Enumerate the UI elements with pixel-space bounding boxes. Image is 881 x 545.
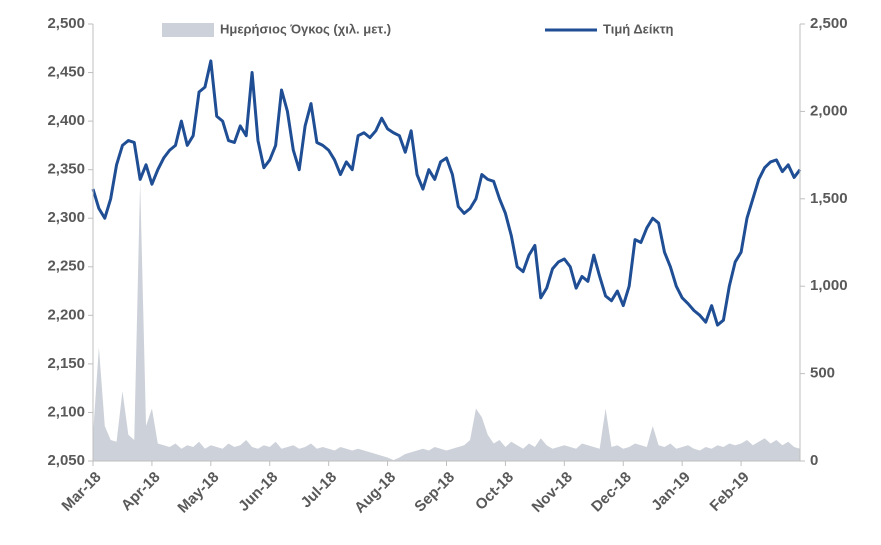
- y2-tick-label: 0: [810, 452, 818, 469]
- x-tick-label: Apr-18: [118, 469, 164, 515]
- x-tick-label: Aug-18: [351, 469, 399, 517]
- y2-tick-label: 2,000: [810, 102, 848, 119]
- x-tick-label: Oct-18: [472, 469, 517, 514]
- y-tick-label: 2,350: [47, 161, 85, 178]
- y2-tick-label: 500: [810, 365, 835, 382]
- y-tick-label: 2,400: [47, 112, 85, 129]
- y-tick-label: 2,150: [47, 355, 85, 372]
- y-tick-label: 2,450: [47, 64, 85, 81]
- y2-tick-label: 1,000: [810, 277, 848, 294]
- y-tick-label: 2,200: [47, 306, 85, 323]
- volume-area: [93, 181, 800, 461]
- index-line: [91, 59, 802, 327]
- legend-label: Ημερήσιος Όγκος (χιλ. μετ.): [220, 21, 391, 36]
- y-tick-label: 2,500: [47, 15, 85, 32]
- y2-tick-label: 1,500: [810, 190, 848, 207]
- y-tick-label: 2,300: [47, 209, 85, 226]
- x-tick-label: Nov-18: [529, 469, 576, 516]
- x-tick-label: Jun-18: [235, 469, 281, 515]
- y-tick-label: 2,250: [47, 258, 85, 275]
- x-tick-label: Dec-18: [588, 469, 635, 516]
- y-tick-label: 2,050: [47, 452, 85, 469]
- x-tick-label: May-18: [174, 469, 222, 517]
- x-tick-label: Jul-18: [298, 469, 341, 512]
- x-tick-label: Jan-19: [648, 469, 694, 515]
- x-tick-label: Mar-18: [58, 469, 104, 515]
- legend-label: Τιμή Δείκτη: [603, 21, 674, 36]
- x-tick-label: Feb-19: [707, 469, 753, 515]
- y2-tick-label: 2,500: [810, 15, 848, 32]
- x-tick-label: Sep-18: [411, 469, 458, 516]
- y-tick-label: 2,100: [47, 403, 85, 420]
- legend-swatch: [162, 23, 214, 37]
